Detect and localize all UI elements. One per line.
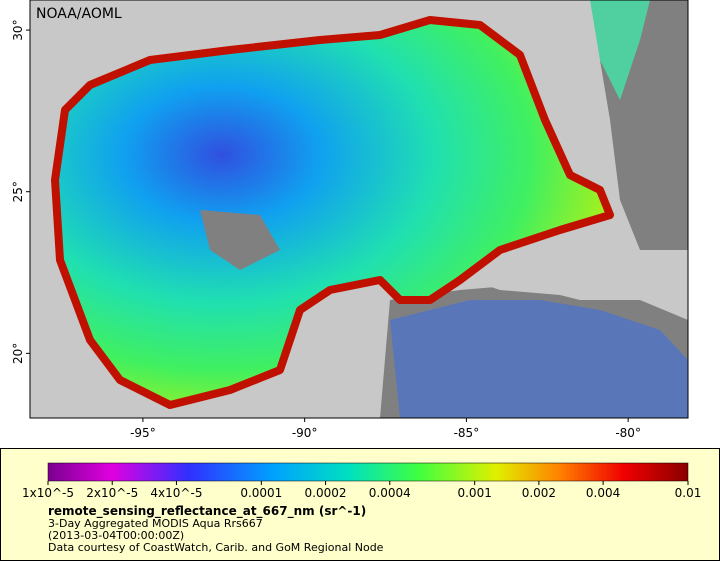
colorbar-tick-label: 0.01 [675,486,702,500]
x-tick-label: -90° [292,426,318,440]
colorbar-tick-label: 1x10^-5 [22,486,74,500]
legend-line: (2013-03-04T00:00:00Z) [48,529,184,542]
cloud-gap [200,210,280,270]
colorbar-tick-label: 0.001 [457,486,491,500]
x-tick-label: -80° [615,426,641,440]
map-frame [29,0,689,419]
colorbar-tick-label: 0.004 [586,486,620,500]
cuba [470,265,620,300]
legend-line: Data courtesy of CoastWatch, Carib. and … [48,541,384,554]
x-tick-label: -95° [130,426,156,440]
gulf-water [51,16,614,409]
caribbean-water [390,300,688,418]
colorbar [47,462,689,482]
x-tick-label: -85° [454,426,480,440]
source-label: NOAA/AOML [36,6,122,22]
y-tick-label: 30° [11,19,25,40]
colorbar-tick-label: 0.0004 [369,486,411,500]
y-tick-label: 20° [11,343,25,364]
y-tick-label: 25° [11,181,25,202]
colorbar-tick-label: 4x10^-5 [150,486,202,500]
atlantic-water [590,0,650,100]
legend-line: 3-Day Aggregated MODIS Aqua Rrs667 [48,517,263,530]
colorbar-tick-label: 0.0002 [305,486,347,500]
colorbar-tick-label: 2x10^-5 [86,486,138,500]
colorbar-tick-label: 0.002 [522,486,556,500]
map [30,0,688,418]
legend-title: remote_sensing_reflectance_at_667_nm (sr… [48,504,366,519]
colorbar-tick-label: 0.0001 [240,486,282,500]
